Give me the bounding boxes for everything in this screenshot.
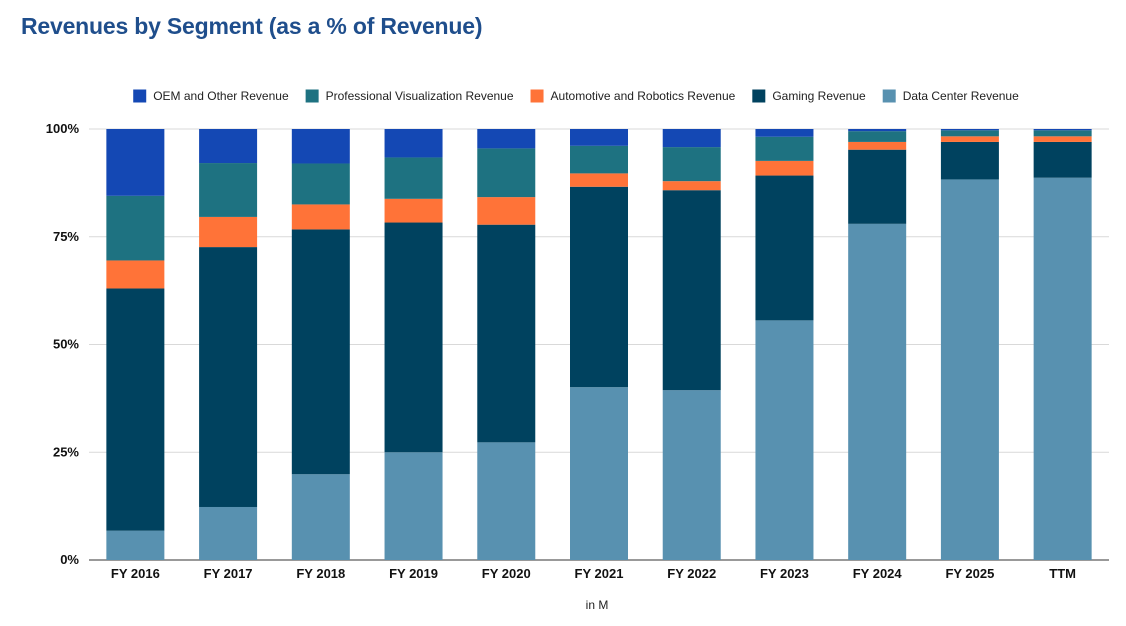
- bar-gaming-revenue-fy-2024[interactable]: [848, 149, 907, 224]
- bar-professional-visualization-revenue-fy-2021[interactable]: [570, 145, 628, 174]
- bar-oem-and-other-revenue-fy-2020[interactable]: [477, 129, 536, 149]
- bar-oem-and-other-revenue-ttm[interactable]: [1033, 129, 1092, 131]
- bar-professional-visualization-revenue-fy-2020[interactable]: [477, 148, 536, 198]
- bar-gaming-revenue-fy-2019[interactable]: [384, 222, 443, 453]
- bar-oem-and-other-revenue-fy-2019[interactable]: [384, 129, 443, 158]
- y-tick-label: 0%: [60, 552, 79, 567]
- x-tick-label: FY 2022: [667, 566, 716, 581]
- bar-professional-visualization-revenue-fy-2025[interactable]: [940, 130, 999, 137]
- bar-professional-visualization-revenue-fy-2018[interactable]: [291, 163, 350, 205]
- bar-oem-and-other-revenue-fy-2023[interactable]: [755, 129, 814, 137]
- x-tick-label: FY 2018: [296, 566, 345, 581]
- bar-gaming-revenue-fy-2020[interactable]: [477, 224, 536, 443]
- bar-automotive-and-robotics-revenue-fy-2019[interactable]: [384, 198, 443, 223]
- bar-gaming-revenue-ttm[interactable]: [1033, 141, 1092, 178]
- legend-item-oem-and-other-revenue[interactable]: OEM and Other Revenue: [133, 89, 289, 103]
- legend-label: Gaming Revenue: [772, 89, 866, 103]
- bar-automotive-and-robotics-revenue-fy-2024[interactable]: [848, 141, 907, 150]
- bar-oem-and-other-revenue-fy-2025[interactable]: [940, 129, 999, 131]
- bar-oem-and-other-revenue-fy-2018[interactable]: [291, 129, 350, 164]
- bar-data-center-revenue-fy-2019[interactable]: [384, 452, 443, 560]
- bar-data-center-revenue-fy-2020[interactable]: [477, 442, 536, 560]
- bar-oem-and-other-revenue-fy-2024[interactable]: [848, 129, 907, 132]
- bar-professional-visualization-revenue-fy-2024[interactable]: [848, 131, 907, 142]
- bar-oem-and-other-revenue-fy-2017[interactable]: [199, 129, 258, 164]
- bar-gaming-revenue-fy-2023[interactable]: [755, 175, 814, 321]
- bar-professional-visualization-revenue-fy-2023[interactable]: [755, 136, 814, 161]
- legend-swatch: [305, 89, 319, 103]
- x-tick-label: FY 2024: [853, 566, 903, 581]
- legend-label: Professional Visualization Revenue: [326, 89, 514, 103]
- bar-gaming-revenue-fy-2016[interactable]: [106, 288, 165, 531]
- x-tick-label: FY 2021: [575, 566, 624, 581]
- bar-data-center-revenue-fy-2025[interactable]: [940, 179, 999, 560]
- bar-professional-visualization-revenue-fy-2016[interactable]: [106, 195, 165, 261]
- bar-automotive-and-robotics-revenue-fy-2023[interactable]: [755, 160, 814, 176]
- x-tick-label: TTM: [1049, 566, 1076, 581]
- legend-swatch: [530, 89, 544, 103]
- bar-automotive-and-robotics-revenue-ttm[interactable]: [1033, 136, 1092, 142]
- bar-data-center-revenue-ttm[interactable]: [1033, 177, 1092, 560]
- x-axis-label: in M: [586, 598, 609, 612]
- bar-professional-visualization-revenue-fy-2022[interactable]: [662, 147, 721, 182]
- y-tick-label: 75%: [53, 229, 79, 244]
- bar-data-center-revenue-fy-2024[interactable]: [848, 223, 907, 560]
- bar-oem-and-other-revenue-fy-2022[interactable]: [662, 129, 721, 148]
- x-tick-label: FY 2023: [760, 566, 809, 581]
- legend-item-gaming-revenue[interactable]: Gaming Revenue: [752, 89, 866, 103]
- legend: OEM and Other Revenue Professional Visual…: [133, 89, 1019, 103]
- bar-gaming-revenue-fy-2025[interactable]: [940, 141, 999, 180]
- x-tick-label: FY 2019: [389, 566, 438, 581]
- bar-professional-visualization-revenue-fy-2017[interactable]: [199, 163, 258, 217]
- bar-automotive-and-robotics-revenue-fy-2022[interactable]: [662, 181, 721, 191]
- bar-automotive-and-robotics-revenue-fy-2016[interactable]: [106, 260, 165, 289]
- bar-gaming-revenue-fy-2021[interactable]: [570, 186, 628, 388]
- legend-item-automotive-and-robotics-revenue[interactable]: Automotive and Robotics Revenue: [530, 89, 736, 103]
- bar-automotive-and-robotics-revenue-fy-2017[interactable]: [199, 216, 258, 248]
- bar-automotive-and-robotics-revenue-fy-2018[interactable]: [291, 204, 350, 230]
- x-tick-label: FY 2016: [111, 566, 160, 581]
- bar-automotive-and-robotics-revenue-fy-2020[interactable]: [477, 197, 536, 225]
- x-axis: FY 2016 FY 2017 FY 2018 FY 2019 FY 2020 FY 20…: [111, 566, 1076, 581]
- bar-gaming-revenue-fy-2017[interactable]: [199, 247, 258, 507]
- legend-label: Data Center Revenue: [903, 89, 1019, 103]
- bars: [106, 129, 1092, 560]
- chart-title: Revenues by Segment (as a % of Revenue): [21, 13, 483, 39]
- bar-automotive-and-robotics-revenue-fy-2021[interactable]: [570, 173, 628, 187]
- bar-data-center-revenue-fy-2023[interactable]: [755, 320, 814, 560]
- legend-swatch: [752, 89, 766, 103]
- bar-oem-and-other-revenue-fy-2021[interactable]: [570, 129, 628, 146]
- y-tick-label: 100%: [46, 121, 80, 136]
- legend-item-professional-visualization-revenue[interactable]: Professional Visualization Revenue: [305, 89, 514, 103]
- legend-item-data-center-revenue[interactable]: Data Center Revenue: [882, 89, 1019, 103]
- y-tick-label: 50%: [53, 337, 79, 352]
- bar-data-center-revenue-fy-2018[interactable]: [291, 474, 350, 560]
- legend-label: OEM and Other Revenue: [153, 89, 289, 103]
- legend-swatch: [882, 89, 896, 103]
- bar-data-center-revenue-fy-2022[interactable]: [662, 390, 721, 560]
- bar-professional-visualization-revenue-fy-2019[interactable]: [384, 157, 443, 199]
- bar-oem-and-other-revenue-fy-2016[interactable]: [106, 129, 165, 196]
- y-tick-label: 25%: [53, 444, 79, 459]
- x-tick-label: FY 2020: [482, 566, 531, 581]
- legend-swatch: [133, 89, 147, 103]
- bar-data-center-revenue-fy-2017[interactable]: [199, 506, 258, 560]
- x-tick-label: FY 2025: [945, 566, 994, 581]
- bar-gaming-revenue-fy-2022[interactable]: [662, 190, 721, 391]
- bar-professional-visualization-revenue-ttm[interactable]: [1033, 130, 1092, 137]
- x-tick-label: FY 2017: [204, 566, 253, 581]
- y-axis: 0% 25% 50% 75% 100%: [46, 121, 80, 567]
- bar-gaming-revenue-fy-2018[interactable]: [291, 229, 350, 475]
- bar-data-center-revenue-fy-2021[interactable]: [570, 387, 628, 560]
- bar-data-center-revenue-fy-2016[interactable]: [106, 530, 165, 560]
- bar-automotive-and-robotics-revenue-fy-2025[interactable]: [940, 136, 999, 142]
- legend-label: Automotive and Robotics Revenue: [551, 89, 736, 103]
